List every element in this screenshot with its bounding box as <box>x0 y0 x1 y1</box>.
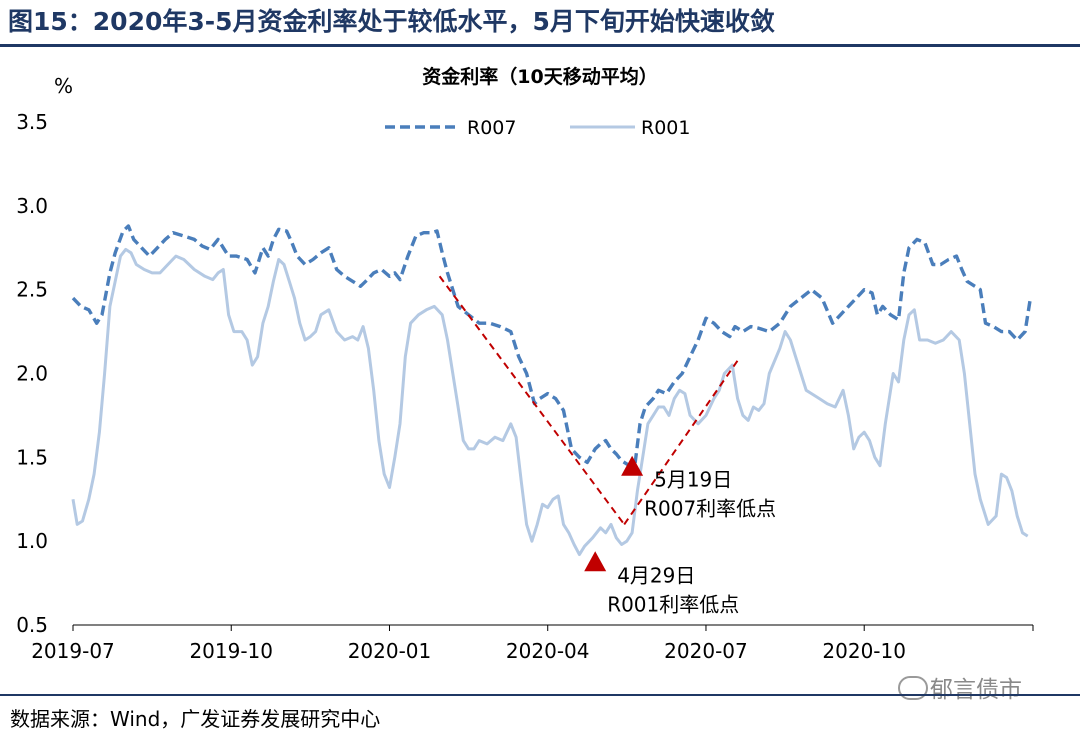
y-tick-label: 3.5 <box>16 110 48 134</box>
x-axis-ticks: 2019-07 2019-10 2020-01 2020-04 2020-07 2020-… <box>31 625 1034 663</box>
x-tick-label: 2019-07 <box>31 639 115 663</box>
y-tick-label: 2.5 <box>16 278 48 302</box>
source-note: 数据来源：Wind，广发证券发展研究中心 <box>10 707 381 731</box>
y-tick-label: 1.5 <box>16 445 48 469</box>
y-axis-ticks: 3.5 3.0 2.5 2.0 1.5 1.0 0.5 <box>16 110 48 637</box>
y-tick-label: 3.0 <box>16 194 48 218</box>
marker-desc-label: R001利率低点 <box>607 592 739 616</box>
series-line-r001 <box>71 247 1029 557</box>
legend-label-r001: R001 <box>641 117 690 139</box>
legend-label-r007: R007 <box>467 117 516 139</box>
annotations: 4月29日 R001利率低点 5月19日 R007利率低点 <box>438 275 776 616</box>
marker-desc-label: R007利率低点 <box>644 497 776 521</box>
x-tick-label: 2020-10 <box>822 639 906 663</box>
marker-date-label: 5月19日 <box>654 468 732 492</box>
chart-title: 资金利率（10天移动平均） <box>422 66 658 88</box>
y-axis-unit: % <box>54 74 74 98</box>
title-rule <box>0 44 1080 47</box>
low-point-marker <box>621 455 644 476</box>
low-point-marker <box>584 551 607 572</box>
figure-title: 图15：2020年3-5月资金利率处于较低水平，5月下旬开始快速收敛 <box>8 7 775 36</box>
series-line-r007 <box>71 224 1033 468</box>
y-tick-label: 0.5 <box>16 613 48 637</box>
legend: R007 R001 <box>385 117 690 139</box>
trend-line <box>438 275 626 525</box>
marker-date-label: 4月29日 <box>617 563 695 587</box>
x-tick-label: 2020-01 <box>348 639 432 663</box>
source-rule <box>0 694 1080 696</box>
y-tick-label: 2.0 <box>16 362 48 386</box>
trend-line <box>623 356 742 525</box>
x-tick-label: 2020-07 <box>664 639 748 663</box>
x-tick-label: 2019-10 <box>189 639 273 663</box>
watermark: 郁言债市 <box>930 677 1022 703</box>
x-tick-label: 2020-04 <box>506 639 590 663</box>
y-tick-label: 1.0 <box>16 529 48 553</box>
wechat-icon <box>898 676 928 700</box>
